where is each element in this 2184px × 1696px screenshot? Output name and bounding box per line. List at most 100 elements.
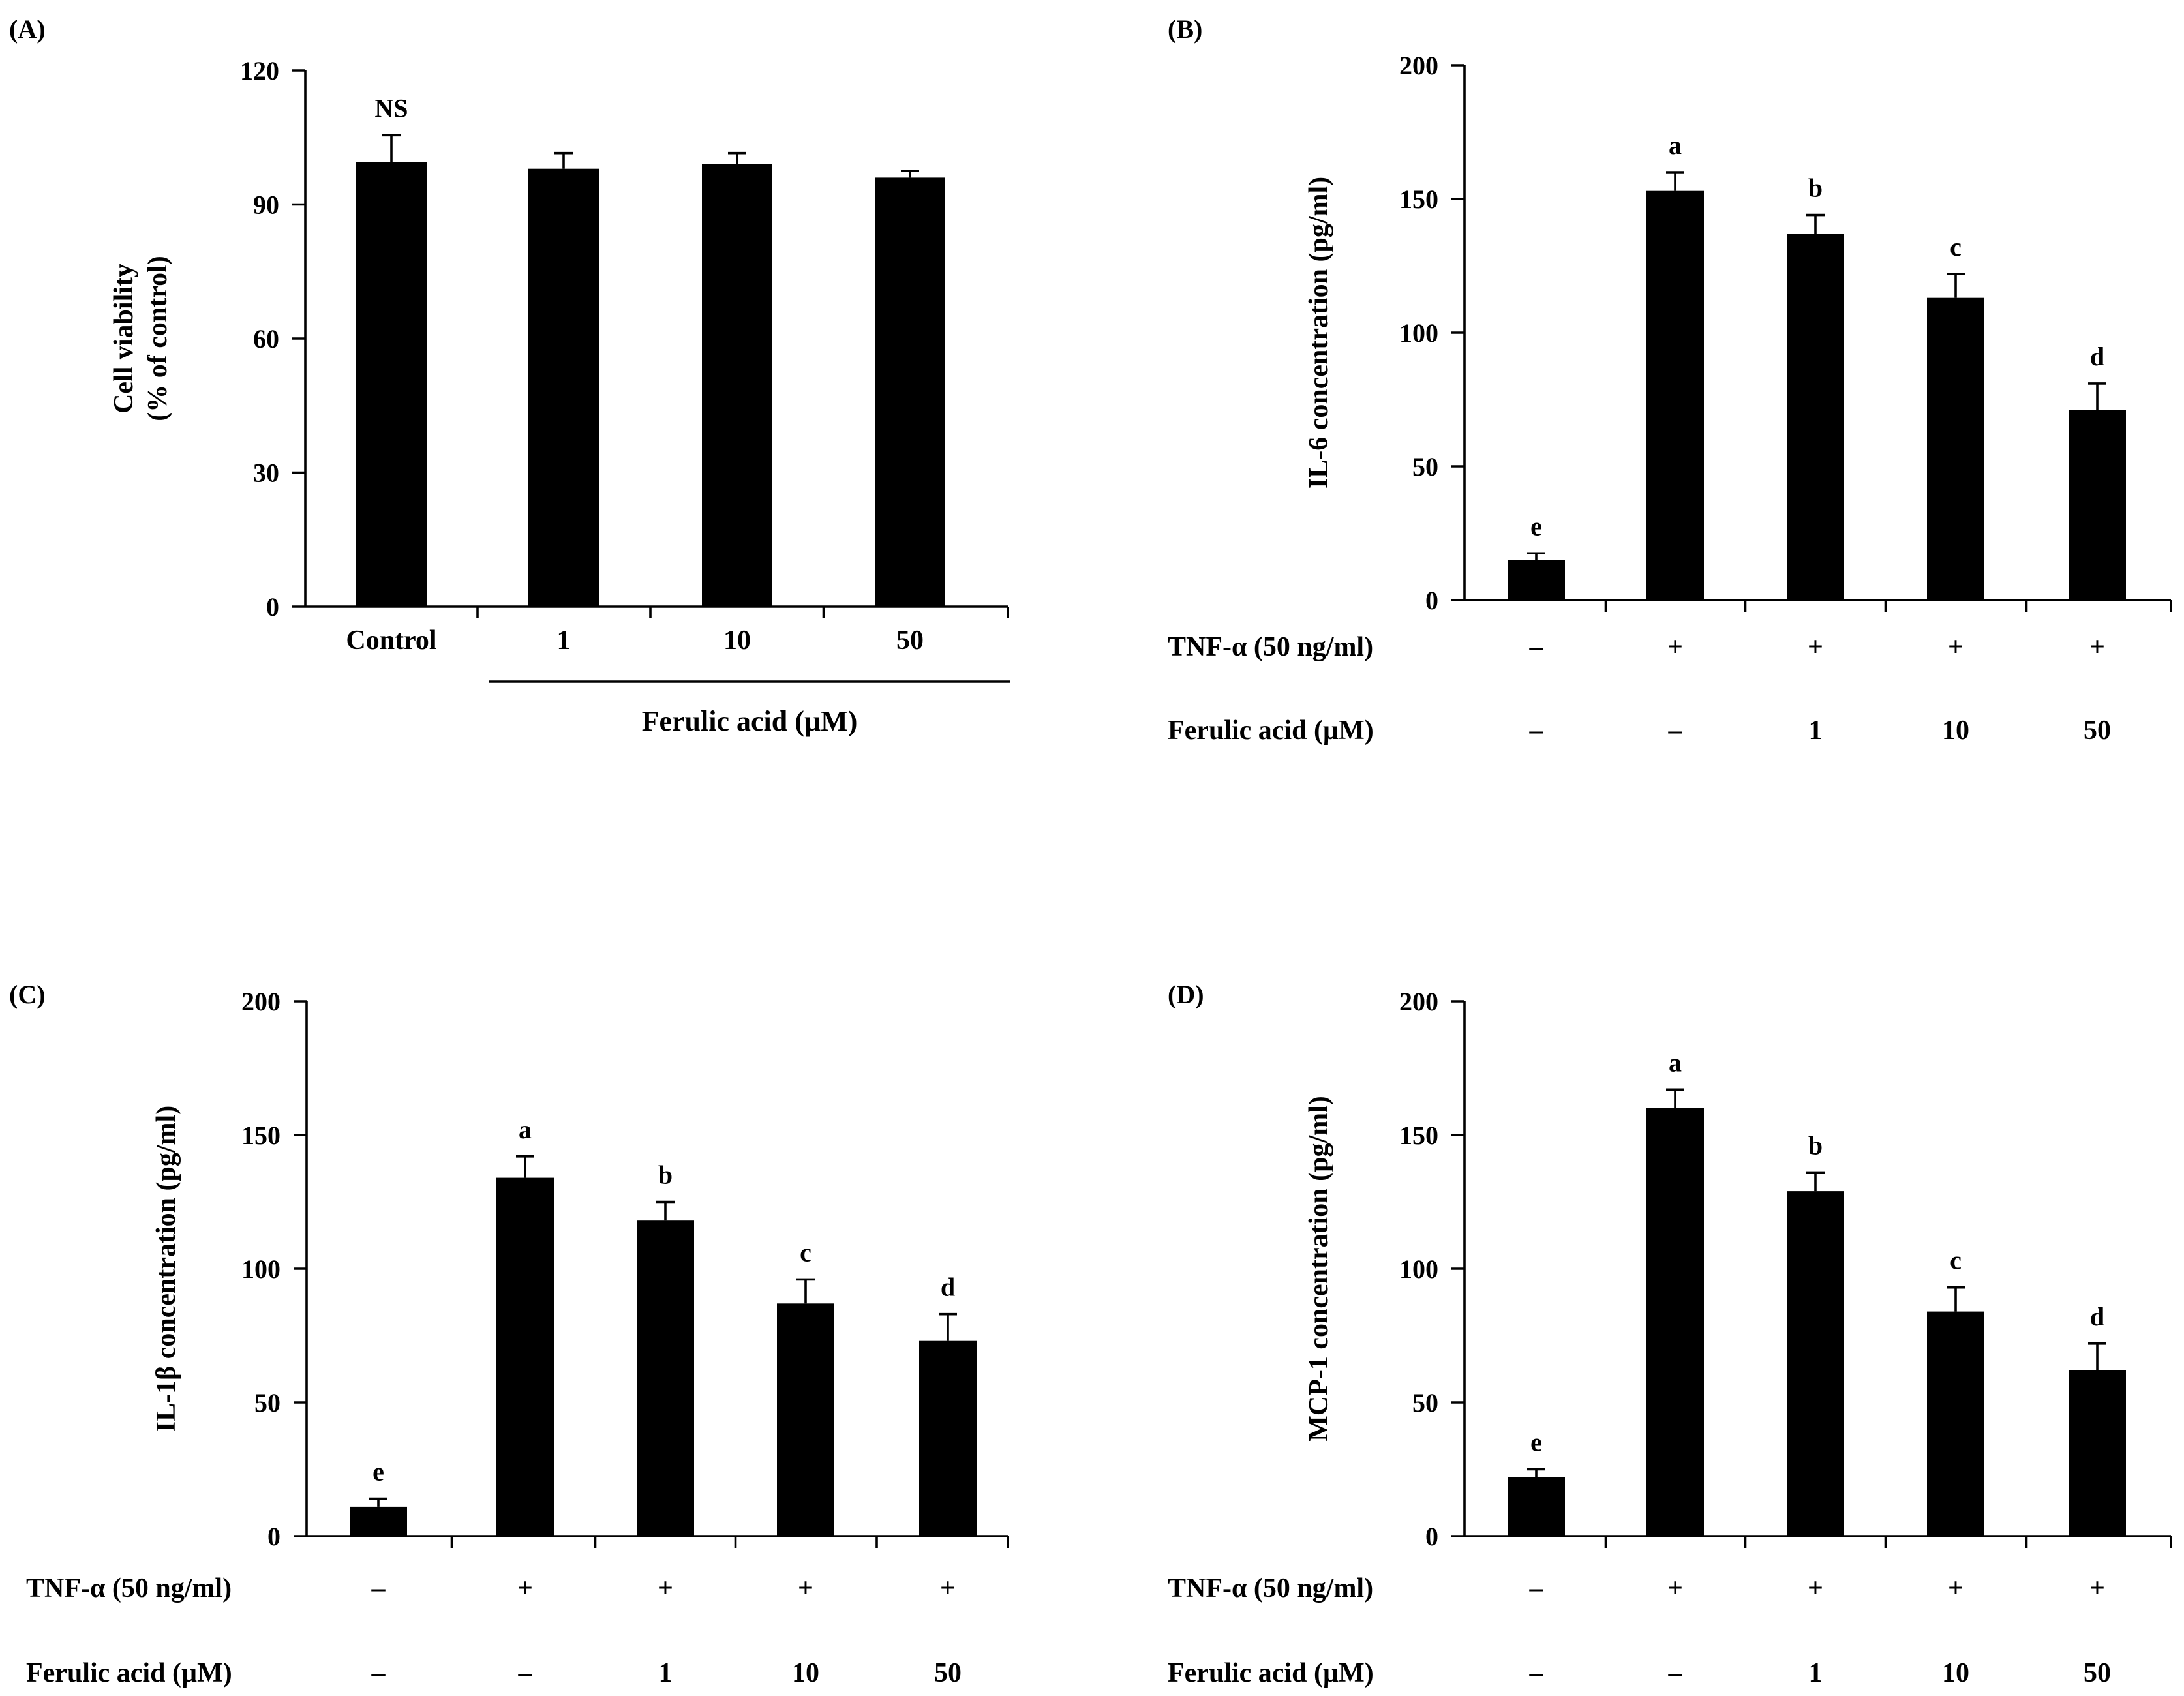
bar [702,164,772,607]
x-tick-label: 50 [896,626,924,656]
significance-label: b [1808,174,1823,203]
treatment-row-value: 50 [2084,1658,2111,1688]
treatment-row-value: 10 [1942,1658,1969,1688]
y-tick-label: 150 [1399,1121,1438,1150]
significance-label: d [2090,1302,2104,1331]
treatment-row-value: – [1668,1658,1683,1688]
y-tick-label: 0 [1425,586,1438,615]
bar [356,162,427,607]
treatment-row-value: + [2089,632,2105,662]
treatment-row-value: + [798,1573,813,1603]
treatment-row-value: – [371,1573,386,1603]
significance-label: c [1950,1246,1962,1275]
bar [637,1220,694,1536]
bar [1927,1311,1984,1536]
bar [1508,560,1565,600]
x-tick-label: Control [346,626,436,656]
y-tick-label: 30 [253,459,279,488]
treatment-row-value: + [517,1573,533,1603]
treatment-row-label: Ferulic acid (µM) [26,1658,232,1688]
panel-label: (A) [9,14,46,44]
treatment-row-label: TNF-α (50 ng/ml) [1168,632,1373,662]
treatment-row-value: – [1529,1573,1544,1603]
treatment-row-value: – [1668,716,1683,746]
treatment-row-value: – [1529,716,1544,746]
treatment-row-value: – [371,1658,386,1688]
y-tick-label: 50 [1412,1388,1438,1417]
bar [1646,1108,1704,1536]
treatment-row-value: + [1948,632,1964,662]
treatment-row-value: – [1529,1658,1544,1688]
group-label: Ferulic acid (µM) [642,705,858,737]
significance-label: b [1808,1130,1823,1160]
panel-label: (D) [1168,980,1204,1009]
y-tick-label: 60 [253,324,279,354]
treatment-row-value: + [940,1573,956,1603]
bar [1787,234,1844,600]
y-tick-label: 200 [1399,987,1438,1016]
panel-label: (B) [1168,14,1202,44]
significance-label: d [941,1273,955,1302]
y-tick-label: 120 [240,56,279,85]
significance-label: e [1530,1428,1542,1457]
significance-label: e [372,1457,384,1487]
treatment-row-label: TNF-α (50 ng/ml) [1168,1573,1373,1603]
y-tick-label: 100 [1399,1254,1438,1284]
bar [777,1303,834,1536]
significance-label: a [1669,1048,1682,1077]
treatment-row-value: + [1808,1573,1823,1603]
treatment-row-value: 10 [1942,716,1969,746]
treatment-row-value: 50 [2084,716,2111,746]
y-tick-label: 50 [254,1388,281,1417]
y-axis-label: MCP-1 concentration (pg/ml) [1304,1096,1334,1442]
y-tick-label: 200 [1399,51,1438,80]
y-tick-label: 0 [1425,1522,1438,1551]
y-tick-label: 150 [241,1121,281,1150]
y-tick-label: 100 [241,1254,281,1284]
treatment-row-value: 1 [1809,716,1823,746]
significance-label: e [1530,511,1542,541]
treatment-row-value: + [1808,632,1823,662]
treatment-row-label: TNF-α (50 ng/ml) [26,1573,232,1603]
y-axis-label: (% of control) [143,256,173,421]
treatment-row-value: + [1667,1573,1683,1603]
y-tick-label: 200 [241,987,281,1016]
bar [2069,410,2126,600]
bar [496,1177,554,1536]
y-tick-label: 150 [1399,185,1438,214]
significance-label: c [800,1237,811,1267]
bar [350,1506,407,1536]
bar [919,1340,977,1536]
significance-label: c [1950,232,1962,262]
significance-label: d [2090,342,2104,371]
panel-label: (C) [9,980,46,1009]
y-tick-label: 90 [253,190,279,220]
y-tick-label: 0 [267,1522,281,1551]
bar [1646,190,1704,600]
y-tick-label: 50 [1412,452,1438,481]
treatment-row-value: 1 [1809,1658,1823,1688]
treatment-row-value: – [1529,632,1544,662]
chart-panel-a: (A) 0 30 60 90 120 NS Cell viability (% of contr… [9,14,1010,737]
bar [875,177,945,607]
treatment-row-value: 10 [792,1658,819,1688]
significance-label: b [658,1160,673,1190]
treatment-row-value: + [1948,1573,1964,1603]
significance-label: NS [374,93,408,123]
treatment-row-value: + [2089,1573,2105,1603]
bar [2069,1370,2126,1536]
treatment-row-label: Ferulic acid (µM) [1168,716,1374,746]
y-axis-label: IL-1β concentration (pg/ml) [151,1106,181,1432]
treatment-row-value: 1 [659,1658,673,1688]
treatment-row-value: + [1667,632,1683,662]
treatment-row-value: 50 [934,1658,962,1688]
bar [1508,1477,1565,1536]
x-tick-label: 1 [557,626,571,656]
treatment-row-value: – [518,1658,533,1688]
significance-label: a [519,1115,532,1144]
y-tick-label: 0 [266,592,279,622]
